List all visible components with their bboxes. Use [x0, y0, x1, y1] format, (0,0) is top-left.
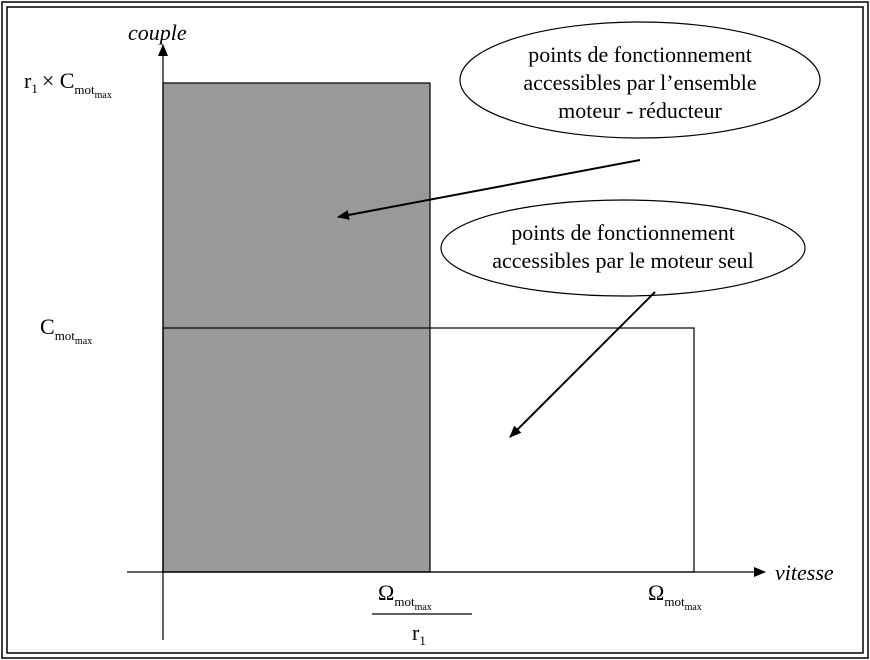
callout-ellipse — [440, 199, 806, 297]
inner-border — [6, 6, 864, 654]
callout-text: moteur - réducteur — [558, 98, 722, 123]
callout-text: points de fonctionnement — [511, 220, 735, 245]
callout-arrow — [337, 159, 641, 220]
callout-text: accessibles par le moteur seul — [492, 248, 753, 273]
callout-ellipse — [459, 21, 821, 139]
x-right-label: Ωmotmax — [648, 580, 702, 613]
y-mid-label: Cmotmax — [40, 314, 92, 347]
x-mid-denominator: r1 — [412, 620, 426, 648]
x-mid-numerator: Ωmotmax — [378, 580, 432, 613]
callout-text: accessibles par l’ensemble — [523, 70, 756, 95]
callout-arrow — [509, 291, 656, 438]
x-axis-label: vitesse — [775, 560, 834, 585]
y-top-label: r1 × Cmotmax — [24, 68, 112, 101]
y-axis-label: couple — [128, 20, 187, 45]
callout-text: points de fonctionnement — [528, 42, 752, 67]
